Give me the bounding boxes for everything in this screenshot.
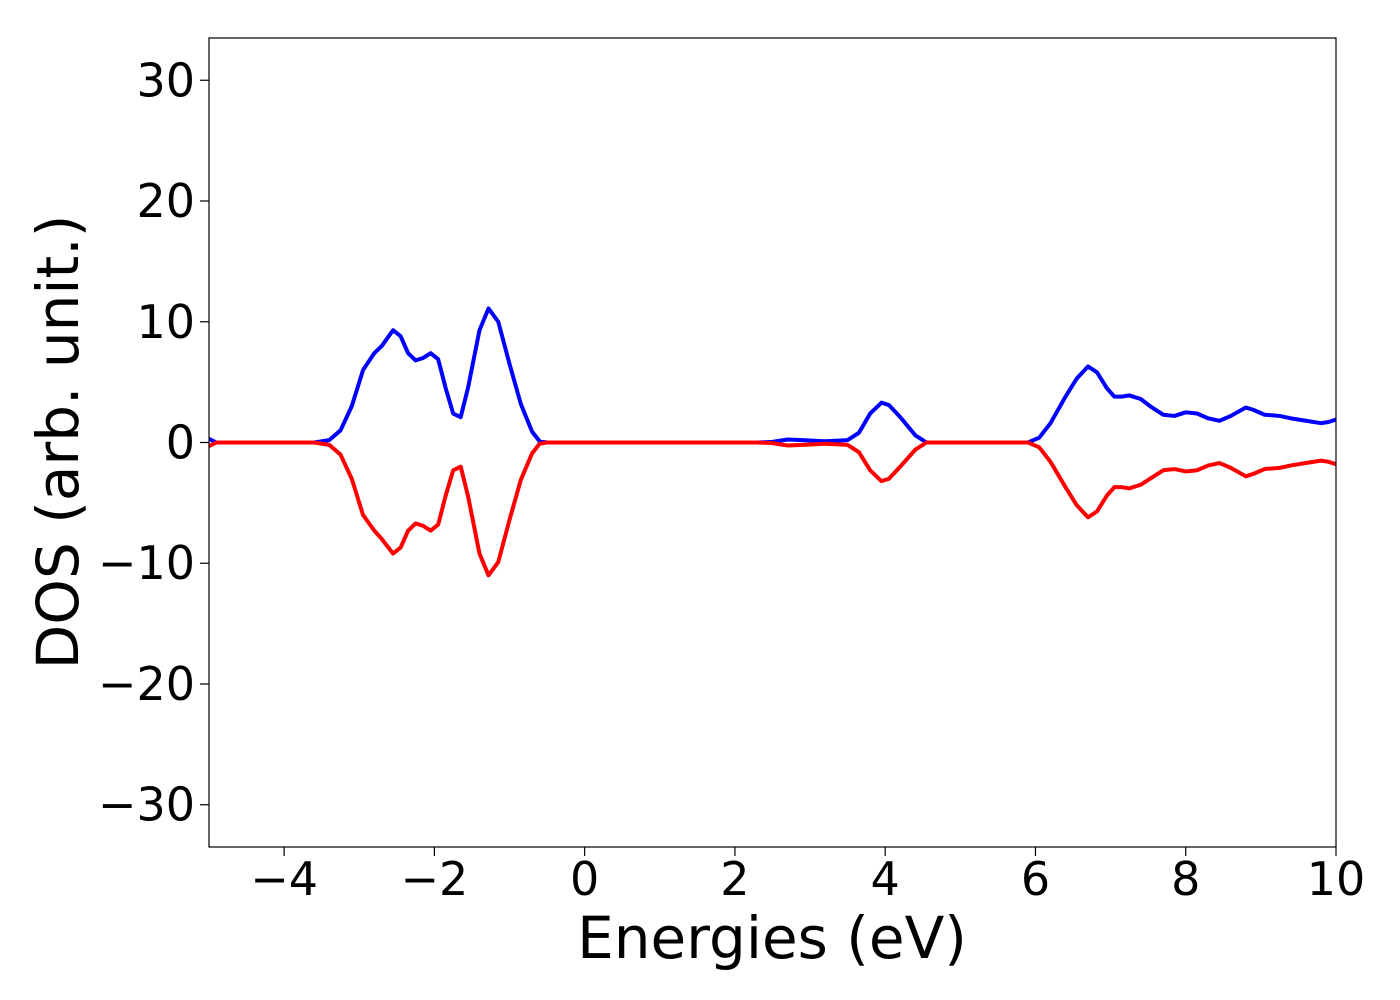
series-line-2 xyxy=(209,440,1336,578)
y-tick-label: 10 xyxy=(136,295,195,349)
y-axis-label: DOS (arb. unit.) xyxy=(24,215,92,670)
series-line-1 xyxy=(209,306,1336,445)
x-tick-label: 0 xyxy=(570,852,599,906)
y-tick-label: −20 xyxy=(98,657,195,711)
y-axis: −30 −20 −10 0 10 20 30 xyxy=(98,53,209,832)
x-tick-label: 6 xyxy=(1021,852,1050,906)
x-tick-label: −4 xyxy=(250,852,318,906)
x-axis-label: Energies (eV) xyxy=(577,904,967,972)
x-tick-label: −2 xyxy=(400,852,468,906)
series-layer xyxy=(209,306,1336,578)
x-axis: −4 −2 0 2 4 6 8 10 xyxy=(250,847,1365,906)
x-tick-label: 2 xyxy=(720,852,749,906)
y-tick-label: 0 xyxy=(166,416,195,470)
x-tick-label: 10 xyxy=(1307,852,1366,906)
x-tick-label: 4 xyxy=(871,852,900,906)
x-tick-label: 8 xyxy=(1171,852,1200,906)
y-tick-label: −10 xyxy=(98,536,195,590)
y-tick-label: 20 xyxy=(136,174,195,228)
y-tick-label: −30 xyxy=(98,778,195,832)
y-tick-label: 30 xyxy=(136,53,195,107)
